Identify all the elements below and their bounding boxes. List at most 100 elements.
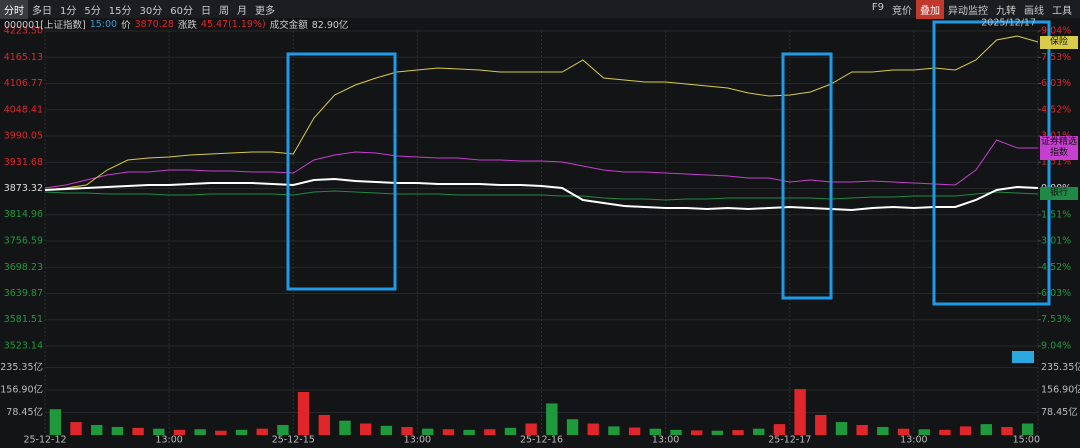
toolbar-button[interactable]: 分时 xyxy=(0,0,28,19)
series-line xyxy=(44,177,1039,212)
series-tag: 银行 xyxy=(1040,187,1078,201)
toolbar-button[interactable]: 日 xyxy=(200,5,211,17)
volume-bar xyxy=(484,429,496,435)
change-label: 涨跌 xyxy=(177,20,197,31)
highlight-box xyxy=(286,52,397,291)
y-tick-label: 3814.96 xyxy=(4,209,43,220)
y-tick-label: 78.45亿 xyxy=(6,406,43,418)
y-tick-label: 3698.23 xyxy=(4,262,43,273)
volume-bar xyxy=(856,424,868,435)
volume-bar xyxy=(690,430,703,435)
toolbar-button[interactable]: 多日 xyxy=(32,5,52,17)
volume-bar xyxy=(980,424,992,435)
volume-bar xyxy=(111,426,124,435)
volume-bar xyxy=(194,429,206,435)
toolbar-button[interactable]: 月 xyxy=(236,5,247,17)
toolbar-button[interactable]: 叠加 xyxy=(916,0,944,19)
toolbar-button[interactable]: 异动监控 xyxy=(948,5,988,17)
y-tick-label: 235.35亿 xyxy=(0,361,43,373)
highlight-box xyxy=(781,52,833,300)
volume-bar xyxy=(49,409,62,435)
y2-tick-label: 3.01% xyxy=(1041,235,1071,246)
volume-bar xyxy=(546,403,558,435)
toolbar-button[interactable]: F9 xyxy=(871,1,884,13)
toolbar-button[interactable]: 周 xyxy=(218,5,229,17)
amount: 82.90亿 xyxy=(311,20,349,31)
volume-bar xyxy=(566,419,579,435)
toolbar-button[interactable]: 画线 xyxy=(1024,5,1044,17)
volume-bar xyxy=(359,423,372,435)
volume-bar xyxy=(732,430,744,435)
volume-bar xyxy=(401,426,413,435)
series-tag: 保险 xyxy=(1040,35,1078,49)
volume-bar xyxy=(897,428,910,435)
toolbar-button[interactable]: 工具 xyxy=(1052,5,1072,17)
volume-bar xyxy=(773,424,786,435)
toolbar-button[interactable]: 5分 xyxy=(84,5,101,17)
volume-bar xyxy=(173,429,186,435)
y-tick-label: 3873.32 xyxy=(4,183,43,194)
volume-bar xyxy=(463,429,475,435)
volume-bar xyxy=(608,426,620,435)
y2-tick-label: 1.51% xyxy=(1041,209,1071,220)
price: 3870.28 xyxy=(134,18,174,30)
series-line xyxy=(44,139,1038,189)
volume-bar xyxy=(297,391,310,435)
y-tick-label: 4165.13 xyxy=(4,52,43,63)
y2-tick-label: 7.53% xyxy=(1041,314,1071,325)
volume-bar xyxy=(877,426,889,435)
y-tick-label: 156.90亿 xyxy=(0,384,43,396)
volume-bar xyxy=(132,427,144,435)
y-tick-label: 3756.59 xyxy=(4,236,43,247)
y-tick-label: 4223.50 xyxy=(4,26,43,37)
y2-tick-label: 235.35亿 xyxy=(1041,361,1080,373)
y2-tick-label: 6.03% xyxy=(1041,78,1071,89)
volume-bar xyxy=(525,423,537,435)
volume-bar xyxy=(91,424,103,435)
toolbar-button[interactable]: 30分 xyxy=(139,5,163,17)
toolbar-left: 分时 多日 1分 5分 15分 30分 60分日周月更多 xyxy=(0,0,279,19)
volume-bar xyxy=(753,428,765,435)
scroll-icon[interactable] xyxy=(1012,351,1034,363)
x-tick-label: 13:00 xyxy=(404,435,431,446)
toolbar-right: F9 竞价 叠加 异动监控 九转 画线 工具 xyxy=(868,0,1076,19)
volume-bar xyxy=(815,414,827,435)
volume-bar xyxy=(235,429,248,435)
volume-bar xyxy=(711,430,724,435)
volume-bar xyxy=(256,428,268,435)
highlight-box xyxy=(932,20,1051,306)
y-tick-label: 3523.14 xyxy=(4,341,43,352)
toolbar-button[interactable]: 60分 xyxy=(170,5,193,17)
toolbar: 分时 多日 1分 5分 15分 30分 60分日周月更多 F9 竞价 叠加 异动监控 九转 画线 工具 xyxy=(0,0,1080,19)
y2-tick-label: 156.90亿 xyxy=(1041,384,1080,396)
price-label: 价 xyxy=(121,20,131,31)
toolbar-button[interactable]: 15分 xyxy=(108,5,132,17)
change: 45.47(1.19%) xyxy=(200,18,266,30)
toolbar-button[interactable]: 九转 xyxy=(996,5,1016,17)
volume-bar xyxy=(628,427,641,435)
y2-tick-label: 4.52% xyxy=(1041,104,1071,115)
toolbar-button[interactable]: 1分 xyxy=(60,5,77,17)
y-tick-label: 3931.68 xyxy=(4,157,43,168)
x-tick-label: 25-12-12 xyxy=(23,435,66,446)
info-bar: 000001[上证指数] 15:00 价 3870.28 涨跌 45.47(1.… xyxy=(4,18,349,32)
series-line xyxy=(44,190,1039,201)
toolbar-button[interactable]: 竞价 xyxy=(892,5,912,17)
volume-bar xyxy=(153,428,165,435)
toolbar-button[interactable]: 更多 xyxy=(254,5,275,17)
y2-tick-label: 9.04% xyxy=(1041,341,1071,352)
volume-bar xyxy=(587,423,599,435)
y-tick-label: 3990.05 xyxy=(4,130,43,141)
amount-label: 成交金额 xyxy=(269,20,308,31)
volume-bar xyxy=(277,424,289,435)
x-tick-label: 13:00 xyxy=(900,435,927,446)
y-tick-label: 4106.77 xyxy=(4,78,43,89)
code: 000001[上证指数] xyxy=(4,20,86,31)
volume-bar xyxy=(939,429,951,435)
date: 2025/12/17 xyxy=(981,18,1036,29)
x-tick-label: 15:00 xyxy=(1013,435,1040,446)
volume-bar xyxy=(422,428,434,435)
x-tick-label: 13:00 xyxy=(652,435,679,446)
volume-bar xyxy=(959,426,972,435)
